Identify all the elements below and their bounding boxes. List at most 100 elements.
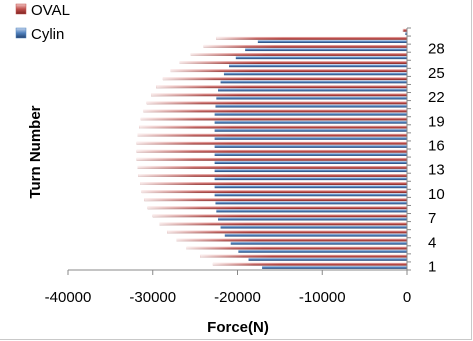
bar-cylin-turn-6: [220, 225, 407, 229]
bar-highlight-turn-21: [146, 101, 238, 105]
bar-oval-turn-10: [141, 190, 408, 194]
bar-highlight-turn-9: [144, 198, 237, 202]
bar-oval-turn-7: [152, 214, 407, 218]
legend-swatch-oval: [15, 3, 27, 15]
bar-highlight-turn-2: [200, 254, 273, 258]
bar-oval-turn-29: [216, 36, 407, 40]
bar-cylin-turn-16: [214, 144, 407, 148]
bar-highlight-turn-16: [136, 141, 232, 145]
bar-oval-turn-2: [200, 254, 407, 258]
bar-highlight-turn-11: [140, 182, 234, 185]
bar-cylin-turn-4: [230, 241, 407, 245]
bar-highlight-turn-7: [152, 214, 242, 218]
bar-cylin-turn-12: [214, 177, 407, 181]
bar-cylin-turn-17: [214, 136, 407, 140]
bar-oval-turn-13: [137, 165, 407, 169]
y-tick-label-4: 4: [428, 234, 436, 251]
bar-oval-turn-5: [167, 230, 407, 234]
bar-cylin-turn-1: [262, 265, 407, 269]
bar-oval-turn-1: [212, 262, 407, 266]
bar-cylin-turn-30: [405, 32, 407, 35]
bar-cylin-turn-26: [229, 64, 407, 68]
bar-oval-turn-8: [147, 206, 408, 210]
bar-oval-turn-4: [176, 238, 407, 242]
x-tick-label-0: 0: [403, 289, 411, 306]
bar-highlight-turn-22: [151, 93, 241, 97]
bar-highlight-turn-6: [159, 222, 247, 226]
legend-label-oval: OVAL: [31, 2, 70, 19]
bar-cylin-turn-13: [214, 169, 407, 173]
bar-highlight-turn-20: [143, 109, 236, 113]
y-tick-label-25: 25: [428, 65, 445, 82]
bar-oval-turn-24: [162, 77, 407, 81]
y-tick-marks: [407, 27, 411, 271]
bar-oval-turn-9: [144, 198, 407, 202]
bar-highlight-turn-10: [141, 190, 235, 194]
bar-oval-turn-3: [186, 246, 407, 250]
bar-highlight-turn-25: [170, 69, 254, 73]
y-tick-label-28: 28: [428, 41, 445, 58]
bar-highlight-turn-30: [402, 28, 405, 32]
y-axis-title: Turn Number: [27, 105, 44, 198]
bar-oval-turn-28: [203, 44, 407, 48]
bar-cylin-turn-19: [214, 120, 407, 124]
x-tick-labels: -40000 -30000 -20000 -10000 0: [45, 289, 412, 306]
y-tick-labels: 1 4 7 10 13 16 19 22 25 28: [428, 41, 445, 276]
bar-highlight-turn-13: [137, 165, 232, 169]
bar-highlight-turn-18: [139, 125, 233, 129]
y-tick-label-22: 22: [428, 89, 445, 106]
bar-highlight-turn-19: [140, 117, 235, 121]
y-tick-label-1: 1: [428, 258, 436, 275]
bar-oval-turn-27: [190, 53, 407, 56]
bar-highlight-turn-29: [216, 36, 284, 40]
bar-oval-turn-14: [136, 157, 407, 161]
y-tick-label-19: 19: [428, 113, 445, 130]
bar-cylin-turn-7: [218, 217, 407, 221]
bar-highlight-turn-12: [138, 174, 233, 177]
bar-cylin-turn-28: [245, 48, 407, 52]
bar-cylin-turn-27: [235, 56, 407, 60]
bar-oval-turn-22: [151, 93, 407, 97]
bar-oval-turn-25: [170, 69, 407, 73]
bar-cylin-turn-21: [215, 104, 407, 108]
bar-oval-turn-23: [156, 85, 407, 89]
bar-cylin-turn-8: [216, 209, 407, 213]
bar-cylin-turn-23: [218, 88, 407, 92]
bar-cylin-turn-9: [215, 201, 407, 205]
bar-cylin-turn-2: [248, 257, 407, 261]
bar-highlight-turn-24: [162, 77, 249, 81]
bar-oval-turn-17: [137, 133, 407, 137]
bar-oval-turn-11: [140, 182, 407, 185]
bar-cylin-turn-25: [223, 72, 407, 76]
bar-highlight-turn-28: [203, 44, 275, 48]
bar-cylin-turn-11: [214, 185, 407, 189]
bar-oval-turn-18: [139, 125, 407, 129]
legend-label-cylin: Cylin: [31, 26, 64, 43]
bar-highlight-turn-26: [179, 61, 260, 64]
x-tick-label--10000: -10000: [299, 289, 346, 306]
legend: OVAL Cylin: [15, 2, 70, 43]
bar-oval-turn-16: [136, 141, 407, 145]
bar-highlight-turn-4: [176, 238, 258, 242]
x-tick-label--30000: -30000: [129, 289, 176, 306]
bar-oval-turn-20: [143, 109, 408, 113]
bar-oval-turn-15: [136, 149, 407, 153]
legend-swatch-cylin: [15, 27, 27, 39]
x-axis-title: Force(N): [207, 319, 269, 336]
bar-oval-turn-6: [159, 222, 407, 226]
bar-highlight-turn-17: [137, 133, 232, 137]
y-tick-label-10: 10: [428, 186, 445, 203]
bar-oval-turn-21: [146, 101, 407, 105]
bar-cylin-turn-14: [214, 161, 407, 165]
bar-cylin-turn-3: [238, 249, 407, 253]
bar-oval-turn-26: [179, 61, 407, 64]
bar-cylin-turn-29: [257, 40, 407, 44]
bar-cylin-turn-20: [214, 112, 407, 116]
bar-highlight-turn-3: [186, 246, 264, 250]
bar-highlight-turn-15: [136, 149, 232, 153]
bar-oval-turn-12: [138, 174, 407, 177]
bar-oval-turn-30: [402, 28, 407, 32]
bar-cylin-turn-22: [216, 96, 407, 100]
